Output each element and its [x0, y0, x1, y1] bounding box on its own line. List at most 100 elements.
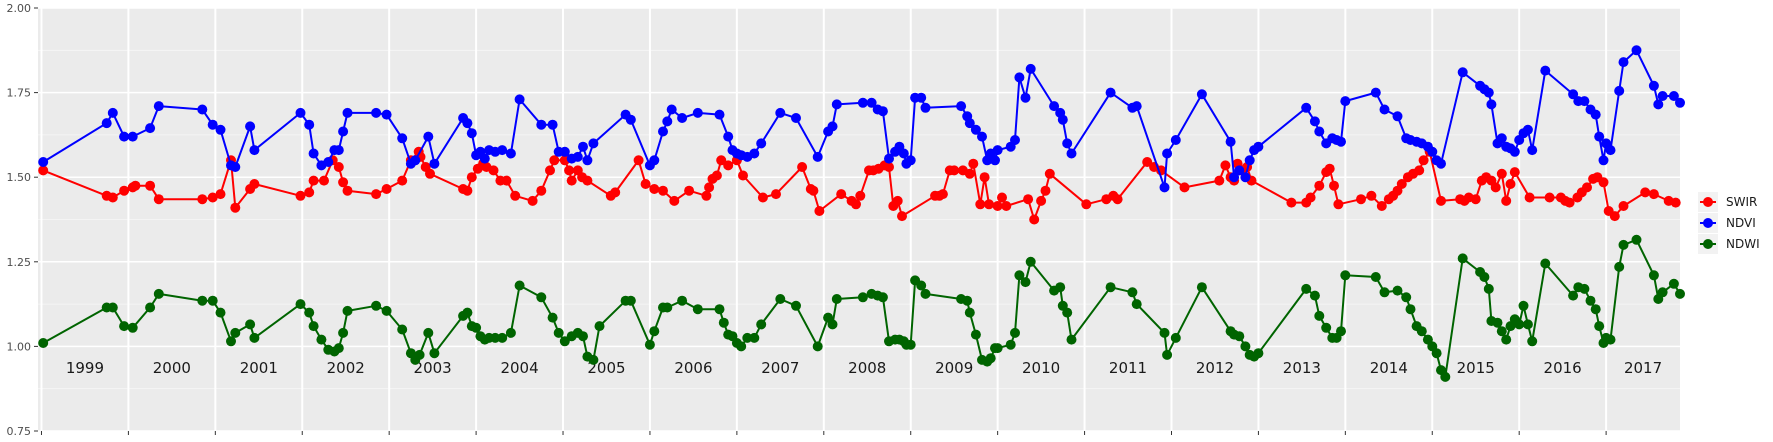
year-label: 2014 — [1370, 359, 1408, 377]
swir-point — [1081, 199, 1092, 210]
swir-point — [130, 180, 141, 191]
ndwi-point — [1668, 278, 1679, 289]
swir-point — [1470, 194, 1481, 205]
ndvi-point — [749, 148, 760, 159]
ndwi-point — [736, 341, 747, 352]
ndwi-point — [249, 332, 260, 343]
ndwi-point — [791, 300, 801, 311]
ndwi-point — [1162, 349, 1173, 360]
ndvi-point — [1527, 145, 1538, 156]
series-layer — [38, 45, 1685, 382]
ndvi-point — [479, 153, 490, 164]
swir-point — [1490, 182, 1501, 193]
ndvi-point — [207, 119, 218, 130]
swir-point — [536, 185, 547, 196]
swir-point — [1366, 190, 1377, 201]
swir-point — [371, 189, 382, 200]
ndwi-point — [1010, 327, 1020, 338]
swir-point — [1418, 155, 1429, 166]
ndvi-point — [1590, 109, 1601, 120]
ndvi-point — [775, 107, 786, 118]
swir-point — [1436, 195, 1446, 206]
swir-point — [1001, 201, 1012, 211]
swir-point — [510, 190, 521, 201]
ndvi-point — [1159, 182, 1170, 193]
ndwi-point — [625, 295, 636, 306]
ndvi-point — [1340, 96, 1351, 107]
swir-point — [1524, 192, 1535, 203]
swir-point — [1220, 160, 1231, 171]
ndwi-point — [1496, 326, 1507, 337]
year-label: 2006 — [674, 359, 712, 377]
ndvi-point — [1598, 155, 1609, 166]
year-label: 2017 — [1624, 359, 1662, 377]
legend-label: NDVI — [1726, 216, 1756, 230]
ndwi-point — [1170, 332, 1181, 343]
ndvi-point — [831, 99, 842, 110]
ndwi-point — [1309, 290, 1320, 301]
ndvi-point — [625, 114, 636, 125]
ndvi-point — [230, 162, 241, 172]
ndvi-point — [1614, 85, 1625, 96]
swir-point — [501, 175, 512, 186]
ndwi-point — [920, 288, 931, 299]
ndvi-point — [410, 155, 421, 166]
swir-point — [230, 202, 241, 213]
ndwi-point — [553, 327, 564, 338]
ndwi-point — [1370, 272, 1381, 282]
year-label: 2009 — [935, 359, 973, 377]
swir-point — [669, 195, 680, 206]
ndvi-point — [588, 138, 599, 149]
ndvi-point — [1066, 148, 1077, 159]
ndvi-point — [1336, 136, 1346, 147]
swir-point — [1305, 192, 1316, 203]
swir-point — [1023, 194, 1034, 205]
ndvi-point — [1392, 111, 1403, 122]
ndwi-point — [775, 294, 786, 304]
ndwi-point — [1062, 307, 1073, 318]
ndvi-point — [877, 106, 888, 117]
swir-point — [582, 175, 593, 186]
y-tick-label: 1.75 — [7, 87, 32, 100]
swir-point — [1648, 189, 1659, 200]
ndvi-point — [649, 155, 660, 166]
ndvi-point — [866, 97, 877, 108]
ndwi-point — [226, 336, 236, 347]
swir-point — [249, 179, 260, 189]
ndwi-point — [1014, 270, 1025, 281]
legend-marker — [1703, 197, 1713, 207]
ndwi-point — [827, 319, 838, 330]
swir-point — [992, 201, 1003, 211]
ndvi-point — [249, 145, 260, 156]
ndvi-point — [304, 119, 315, 130]
ndwi-point — [1514, 319, 1525, 330]
ndvi-point — [308, 148, 319, 159]
ndvi-point — [920, 102, 931, 113]
ndwi-point — [1431, 348, 1442, 359]
ndvi-point — [827, 121, 838, 132]
ndvi-point — [1234, 165, 1245, 176]
ndwi-point — [1492, 317, 1503, 328]
ndvi-point — [1427, 146, 1438, 157]
ndvi-point — [505, 148, 516, 159]
ndvi-point — [662, 116, 673, 127]
ndvi-point — [215, 124, 226, 135]
ndvi-point — [992, 145, 1003, 156]
ndwi-point — [964, 307, 975, 318]
legend-marker — [1703, 218, 1713, 228]
ndwi-point — [245, 319, 256, 330]
swir-point — [308, 175, 319, 186]
legend-label: SWIR — [1726, 195, 1757, 209]
ndwi-point — [107, 302, 118, 313]
ndwi-point — [215, 307, 226, 318]
ndvi-point — [333, 145, 344, 156]
swir-point — [119, 185, 130, 196]
legend-item-swir: SWIR — [1698, 192, 1757, 212]
ndvi-point — [1668, 91, 1679, 101]
swir-point — [1029, 214, 1040, 225]
ndwi-point — [985, 353, 996, 364]
swir-point — [107, 192, 118, 203]
legend-item-ndvi: NDVI — [1698, 213, 1756, 233]
ndwi-point — [1340, 270, 1351, 281]
